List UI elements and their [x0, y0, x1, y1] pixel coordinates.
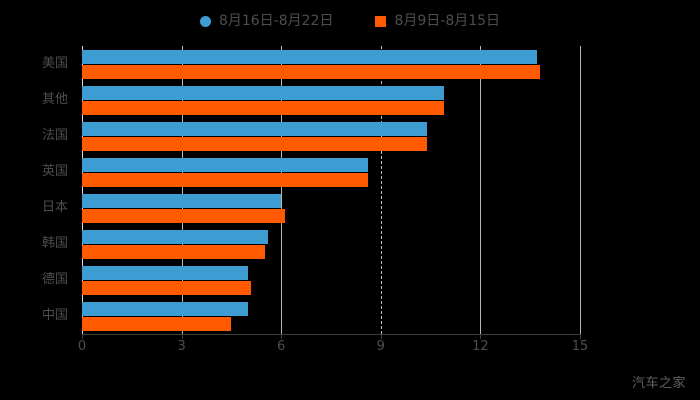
bar-group	[82, 265, 580, 295]
legend-entry[interactable]: 8月9日-8月15日	[375, 14, 500, 28]
gridline	[380, 46, 382, 334]
x-axis-tick-label-3: 9	[376, 339, 385, 354]
gridline	[181, 46, 183, 334]
bar[interactable]	[82, 280, 252, 295]
bar-group	[82, 49, 580, 79]
y-axis-label-5: 韩国	[41, 236, 68, 251]
bar[interactable]	[82, 172, 368, 187]
x-axis-tick	[281, 334, 283, 339]
gridline	[580, 46, 581, 334]
bar[interactable]	[82, 136, 428, 151]
bar[interactable]	[82, 157, 368, 172]
x-axis-tick-label-1: 3	[177, 339, 186, 354]
x-axis-tick	[580, 334, 581, 339]
legend-circle-icon	[199, 15, 211, 27]
y-axis-category-labels: 美国其他法国英国日本韩国德国中国	[0, 46, 78, 334]
y-axis-label-2: 法国	[41, 128, 68, 143]
bar-group	[82, 121, 580, 151]
y-axis-label-6: 德国	[41, 272, 68, 287]
bar[interactable]	[82, 265, 248, 280]
chart-legend: 8月16日-8月22日 8月9日-8月15日	[0, 8, 700, 34]
x-axis-tick-label-2: 6	[277, 339, 286, 354]
legend-entry[interactable]: 8月16日-8月22日	[199, 13, 334, 29]
bar-group	[82, 193, 580, 223]
bar[interactable]	[82, 121, 428, 136]
x-axis-tick	[480, 334, 482, 339]
bar-group	[82, 157, 580, 187]
gridline	[82, 46, 83, 334]
plot-area	[82, 46, 581, 334]
x-axis-line	[82, 334, 581, 335]
y-axis-label-7: 中国	[41, 308, 68, 323]
bar-group	[82, 301, 580, 331]
bar[interactable]	[82, 208, 285, 223]
watermark: 汽车之家	[631, 376, 686, 391]
legend-square-icon	[375, 15, 387, 27]
x-axis-tick	[82, 334, 83, 339]
bar[interactable]	[82, 64, 541, 79]
legend-label: 8月16日-8月22日	[218, 13, 334, 29]
y-axis-label-4: 日本	[41, 200, 68, 215]
bar[interactable]	[82, 100, 444, 115]
y-axis-label-0: 美国	[41, 56, 68, 71]
x-axis-tick	[380, 334, 382, 339]
bar[interactable]	[82, 244, 265, 259]
y-axis-label-1: 其他	[41, 92, 68, 107]
gridline	[480, 46, 482, 334]
x-axis-tick-label-5: 15	[571, 339, 589, 354]
x-axis-tick-label-4: 12	[472, 339, 489, 354]
bar-series-container	[82, 46, 580, 334]
gridline	[281, 46, 283, 334]
bar[interactable]	[82, 85, 444, 100]
bar[interactable]	[82, 316, 232, 331]
x-axis-tick-label-0: 0	[77, 339, 87, 354]
legend-label: 8月9日-8月15日	[394, 13, 501, 29]
bar[interactable]	[82, 229, 268, 244]
bar[interactable]	[82, 301, 248, 316]
bar[interactable]	[82, 193, 282, 208]
y-axis-label-3: 英国	[41, 164, 68, 179]
bar-group	[82, 229, 580, 259]
bar-group	[82, 85, 580, 115]
bar[interactable]	[82, 49, 537, 64]
x-axis-tick	[181, 334, 183, 339]
